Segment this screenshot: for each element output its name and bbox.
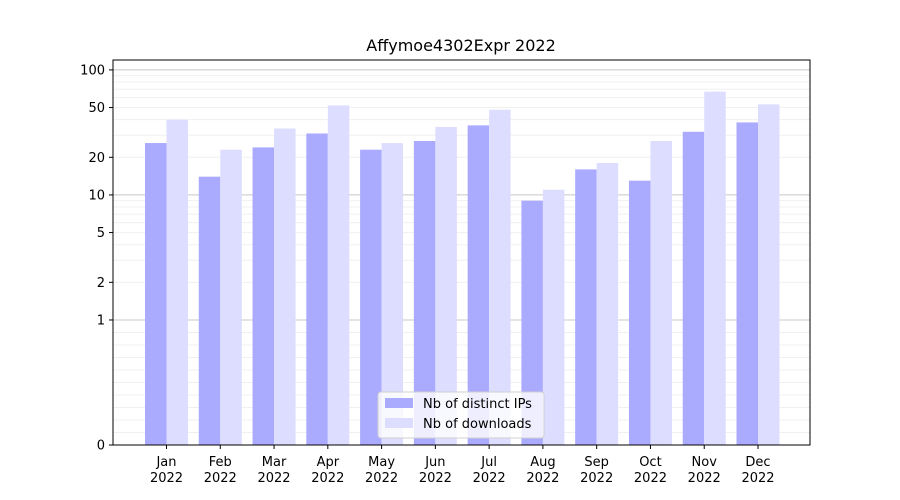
x-tick-label: Nov 2022 <box>688 455 721 486</box>
legend-swatch <box>385 418 413 428</box>
x-tick-label: Jul 2022 <box>473 455 506 486</box>
bar-distinct-ips <box>252 147 275 446</box>
bar-distinct-ips <box>145 143 167 445</box>
y-tick-label: 20 <box>88 151 105 166</box>
bar-downloads <box>327 105 350 446</box>
x-tick-label: Oct 2022 <box>634 455 667 486</box>
y-tick-label: 5 <box>97 226 105 241</box>
bar-downloads <box>596 163 619 445</box>
bars <box>145 91 780 446</box>
x-tick-label: Apr 2022 <box>311 455 344 486</box>
bar-distinct-ips <box>198 176 221 445</box>
y-tick-label: 50 <box>88 101 105 116</box>
bar-downloads <box>489 109 511 445</box>
legend: Nb of distinct IPs Nb of downloads <box>377 391 545 439</box>
bar-distinct-ips <box>360 149 382 446</box>
x-tick-label: Aug 2022 <box>526 455 559 486</box>
bar-downloads <box>435 126 457 446</box>
y-tick-label: 2 <box>97 276 105 291</box>
bar-distinct-ips <box>467 125 490 445</box>
x-tick-label: Jan 2022 <box>150 455 183 486</box>
bar-downloads <box>542 189 565 445</box>
x-tick-label: May 2022 <box>365 455 398 486</box>
x-tick-label: Sep 2022 <box>580 455 613 486</box>
x-tick-label: Feb 2022 <box>204 455 237 486</box>
bar-downloads <box>274 128 296 445</box>
bar-downloads <box>650 140 672 445</box>
legend-swatch <box>385 398 413 408</box>
y-tick-label: 10 <box>88 188 105 203</box>
plot-frame <box>112 59 811 446</box>
legend-box <box>377 391 545 439</box>
x-tick-label: Mar 2022 <box>257 455 290 486</box>
legend-label: Nb of distinct IPs <box>423 397 532 412</box>
bar-distinct-ips <box>628 180 651 445</box>
y-axis-ticks: 0 1 2 5 10 20 50 100 <box>80 63 113 454</box>
bar-distinct-ips <box>682 131 705 445</box>
chart-title: Affymoe4302Expr 2022 <box>366 36 556 55</box>
bar-distinct-ips <box>736 122 758 445</box>
x-tick-label: Jun 2022 <box>419 455 452 486</box>
y-tick-label: 100 <box>80 63 105 78</box>
x-tick-label: Dec 2022 <box>741 455 774 486</box>
bar-distinct-ips <box>413 140 436 445</box>
bar-downloads <box>166 119 188 446</box>
legend-label: Nb of downloads <box>423 417 532 432</box>
bar-downloads <box>381 143 404 445</box>
x-axis-ticks: Jan 2022 Feb 2022 Mar 2022 Apr 2022 May 2022 Jun 20… <box>150 445 775 486</box>
bar-downloads <box>704 91 726 445</box>
y-tick-label: 0 <box>97 439 105 454</box>
y-tick-label: 1 <box>97 313 105 328</box>
bar-distinct-ips <box>306 133 328 445</box>
bar-downloads <box>220 149 242 446</box>
bar-distinct-ips <box>575 169 597 445</box>
bar-downloads <box>758 104 780 445</box>
bar-distinct-ips <box>521 200 543 445</box>
